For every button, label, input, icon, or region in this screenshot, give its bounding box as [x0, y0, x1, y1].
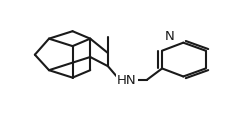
Text: N: N	[164, 30, 174, 43]
Text: HN: HN	[117, 74, 137, 87]
